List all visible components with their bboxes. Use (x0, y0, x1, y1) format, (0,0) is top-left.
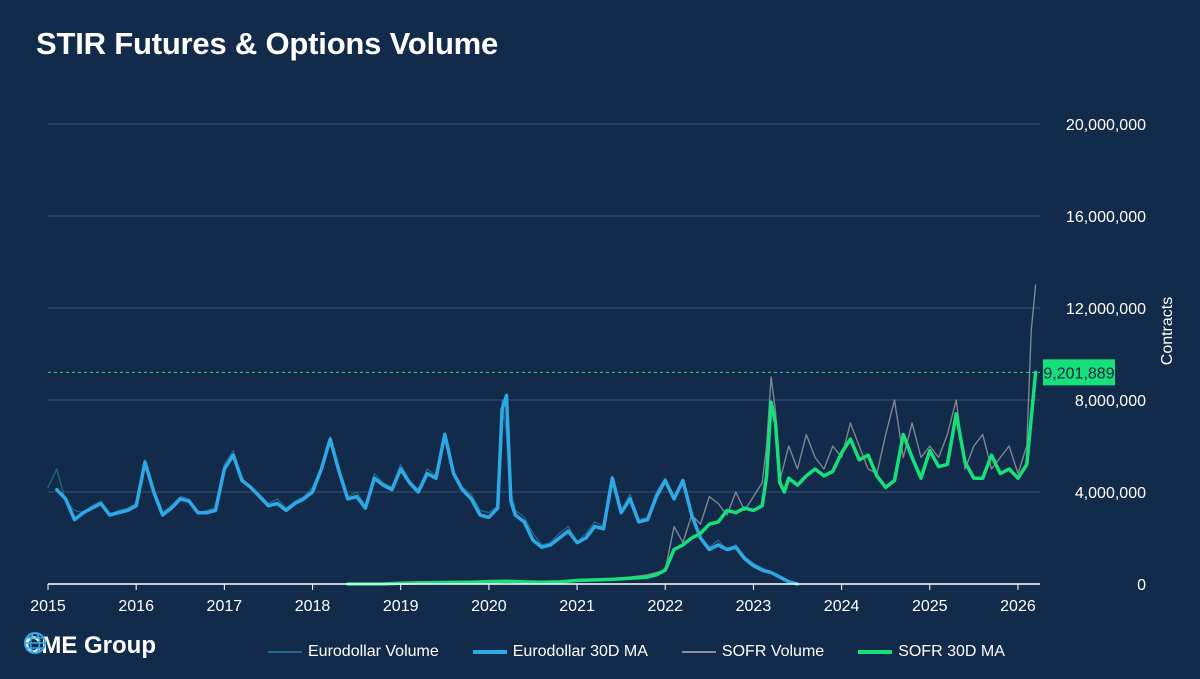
x-tick-label: 2017 (207, 598, 243, 615)
y-tick-label: 20,000,000 (1066, 117, 1146, 134)
x-tick-label: 2020 (471, 598, 507, 615)
x-tick-label: 2024 (824, 598, 860, 615)
y-tick-label: 0 (1137, 577, 1146, 594)
legend-label: Eurodollar 30D MA (512, 643, 648, 660)
x-tick-label: 2023 (736, 598, 772, 615)
legend-label: Eurodollar Volume (308, 643, 439, 660)
value-callout: 9,201,889 (48, 359, 1115, 386)
y-tick-label: 16,000,000 (1066, 209, 1146, 226)
y-tick-label: 8,000,000 (1075, 393, 1146, 410)
grid-lines (48, 123, 1040, 493)
callout-value: 9,201,889 (1043, 365, 1114, 382)
callout-box (1043, 359, 1115, 386)
y-tick-label: 12,000,000 (1066, 301, 1146, 318)
x-tick-label: 2022 (647, 598, 683, 615)
chart-title: STIR Futures & Options Volume (36, 26, 499, 61)
legend-swatch (858, 650, 893, 654)
x-tick-label: 2015 (30, 598, 66, 615)
legend-item-sofr-ma: SOFR 30D MA (858, 643, 1005, 661)
globe-icon (24, 632, 46, 654)
y-tick-label: 4,000,000 (1075, 485, 1146, 502)
legend-item-eurodollar-ma: Eurodollar 30D MA (472, 643, 648, 661)
legend-label: SOFR Volume (721, 643, 825, 660)
series-layer (47, 284, 1038, 586)
legend-swatch (472, 650, 507, 654)
legend-swatch (681, 651, 716, 653)
x-tick-label: 2026 (1000, 598, 1036, 615)
logo-text: CME Group (24, 632, 156, 659)
x-tick-label: 2018 (295, 598, 331, 615)
x-tick-label: 2025 (912, 598, 948, 615)
series-line-sofr-30d-ma (346, 370, 1038, 586)
x-tick-label: 2016 (118, 598, 154, 615)
x-tick-label: 2021 (559, 598, 595, 615)
legend-label: SOFR 30D MA (898, 643, 1005, 660)
axes: 0 4,000,000 8,000,000 12,000,000 16,000,000 2… (30, 117, 1176, 615)
y-axis-label: Contracts (1159, 297, 1176, 365)
legend: Eurodollar Volume Eurodollar 30D MA SOFR… (268, 643, 1039, 661)
cme-logo: CME Group (24, 632, 156, 660)
legend-item-sofr-volume: SOFR Volume (681, 643, 825, 661)
series-line-eurodollar-30d-ma (55, 393, 800, 586)
x-tick-label: 2019 (383, 598, 419, 615)
legend-item-eurodollar-volume: Eurodollar Volume (268, 643, 439, 661)
legend-swatch (268, 651, 302, 653)
